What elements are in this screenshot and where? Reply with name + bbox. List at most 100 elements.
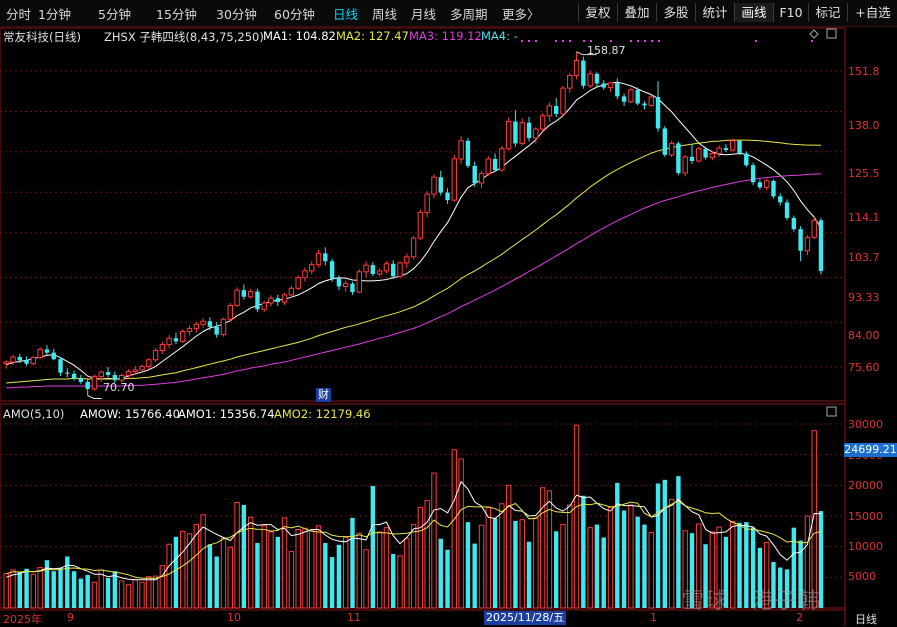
- volume-indicator-name[interactable]: AMO(5,10): [3, 407, 65, 421]
- tab-1min[interactable]: 1分钟: [38, 7, 71, 22]
- volume-bar: [376, 531, 383, 609]
- volume-bar: [186, 533, 193, 609]
- signal-dot: [811, 40, 813, 42]
- price-axis-label: 138.0: [848, 119, 880, 132]
- volume-bar: [302, 527, 308, 609]
- volume-bar: [10, 569, 16, 609]
- candle-body: [98, 371, 104, 378]
- add-watchlist-button[interactable]: +自选: [847, 3, 897, 22]
- tab-weekly[interactable]: 周线: [372, 7, 398, 22]
- volume-bar: [642, 524, 647, 608]
- statistics-button[interactable]: 统计: [695, 3, 734, 22]
- signal-dot: [637, 40, 639, 42]
- candle-body: [329, 261, 335, 279]
- volume-bar: [587, 527, 593, 609]
- candle-body: [628, 89, 634, 103]
- volume-bar: [85, 574, 90, 608]
- tab-more[interactable]: 更多〉: [502, 4, 540, 23]
- volume-bar: [220, 537, 227, 609]
- panel-toggle-icon: [826, 406, 837, 417]
- volume-bar: [778, 567, 783, 608]
- volume-bar: [261, 525, 267, 609]
- volume-axis-label: 15000: [848, 510, 883, 523]
- candle-body: [295, 277, 301, 289]
- volume-bar: [24, 568, 29, 608]
- candle-body: [601, 83, 606, 88]
- volume-bar: [451, 449, 458, 609]
- candle-body: [105, 372, 111, 375]
- price-axis-label: 125.5: [848, 167, 880, 180]
- volume-bar: [763, 541, 770, 609]
- volume-bar: [139, 581, 145, 609]
- tab-monthly[interactable]: 月线: [411, 7, 437, 22]
- tab-multi-period[interactable]: 多周期: [450, 7, 488, 22]
- candle-body: [744, 153, 749, 166]
- volume-bar: [784, 569, 790, 608]
- volume-bar: [655, 483, 661, 608]
- tab-intraday[interactable]: 分时: [6, 7, 32, 22]
- adjust-price-button[interactable]: 复权: [578, 3, 617, 22]
- volume-bar: [573, 424, 580, 609]
- candle-body: [30, 357, 37, 365]
- candle-body: [492, 158, 498, 171]
- mark-button[interactable]: 标记: [808, 3, 847, 22]
- volume-bar: [635, 516, 640, 608]
- ma1-label: MA1: 104.82: [263, 29, 336, 43]
- volume-bar: [492, 518, 498, 608]
- financial-report-marker[interactable]: 财: [316, 388, 331, 402]
- signal-dot: [562, 40, 564, 42]
- candle-body: [730, 140, 736, 151]
- ma4-label: MA4: -: [481, 29, 518, 43]
- high-price-label: 158.87: [587, 44, 626, 57]
- signal-dot: [555, 40, 557, 42]
- candle-body: [85, 381, 90, 389]
- tab-daily[interactable]: 日线: [333, 7, 359, 22]
- candle-body: [818, 220, 824, 271]
- candle-body: [391, 263, 396, 277]
- candle-body: [71, 373, 77, 379]
- volume-bar: [112, 571, 118, 608]
- volume-bar: [716, 526, 722, 609]
- tab-60min[interactable]: 60分钟: [274, 7, 315, 22]
- candle-body: [458, 140, 464, 160]
- candle-body: [24, 360, 29, 364]
- cursor-date-label: 2025/11/28/五: [484, 611, 567, 625]
- candle-body: [689, 156, 695, 162]
- candle-body: [763, 180, 770, 188]
- tab-30min[interactable]: 30分钟: [216, 7, 257, 22]
- ma2-line: [6, 139, 822, 384]
- candle-body: [193, 323, 200, 329]
- volume-axis-label: 30000: [848, 418, 883, 431]
- candle-body: [451, 158, 458, 201]
- candle-body: [424, 193, 430, 213]
- volume-bar: [58, 568, 63, 608]
- indicator-name[interactable]: ZHSX 子韩四线(8,43,75,250): [104, 30, 264, 44]
- volume-axis-label: 20000: [848, 479, 883, 492]
- volume-bar: [818, 511, 824, 608]
- tab-5min[interactable]: 5分钟: [98, 7, 131, 22]
- volume-bar: [628, 504, 634, 609]
- volume-bar: [757, 547, 763, 608]
- candle-body: [478, 173, 485, 184]
- candle-body: [261, 302, 267, 310]
- amo2-line: [6, 500, 822, 579]
- candle-body: [356, 271, 362, 293]
- multi-stock-button[interactable]: 多股: [656, 3, 695, 22]
- candle-body: [798, 229, 803, 251]
- volume-bar: [397, 555, 403, 609]
- f10-button[interactable]: F10: [773, 3, 808, 22]
- candle-body: [336, 278, 342, 287]
- candle-body: [757, 182, 763, 188]
- overlay-button[interactable]: 叠加: [617, 3, 656, 22]
- tab-15min[interactable]: 15分钟: [156, 7, 197, 22]
- candle-body: [533, 128, 539, 139]
- price-axis-label: 151.8: [848, 65, 880, 78]
- candle-body: [668, 142, 675, 156]
- candle-body: [723, 148, 729, 151]
- draw-line-button[interactable]: 画线: [734, 3, 773, 22]
- candle-body: [370, 265, 376, 275]
- candlestick-series: [3, 51, 824, 396]
- candle-body: [642, 103, 647, 106]
- candle-body: [811, 219, 817, 238]
